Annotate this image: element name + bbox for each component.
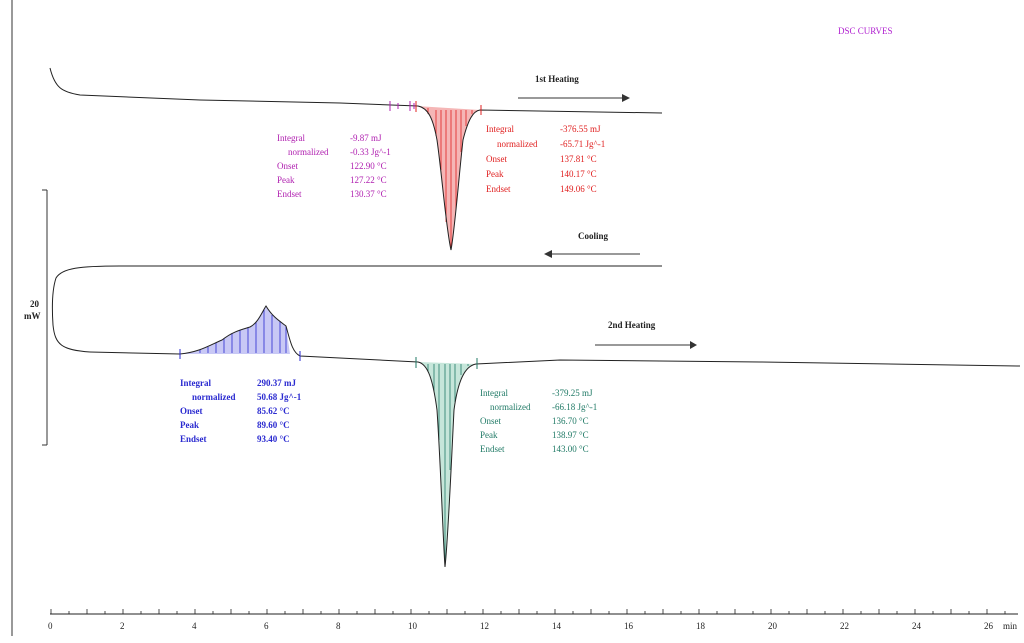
x-tick-label: 8 (336, 621, 341, 631)
cooling-label: Cooling (578, 231, 609, 241)
annotation-heat1-small: Integral -9.87 mJ normalized -0.33 Jg^-1… (277, 133, 391, 199)
ann-label: Endset (486, 184, 511, 194)
annotation-heat1-main: Integral -376.55 mJ normalized -65.71 Jg… (486, 124, 605, 194)
x-tick-label: 14 (552, 621, 562, 631)
heating2-label-group: 2nd Heating (595, 320, 697, 349)
ann-label: Onset (480, 416, 501, 426)
ann-value: 50.68 Jg^-1 (257, 392, 302, 402)
ann-label: Integral (180, 378, 211, 388)
heat1-small-bracket (389, 101, 415, 111)
heating1-curve (49, 67, 663, 251)
heat1-main-bracket (415, 101, 482, 115)
ann-label: normalized (490, 402, 531, 412)
ann-label: Peak (277, 175, 295, 185)
ann-value: 127.22 °C (350, 175, 387, 185)
cryst-bracket (179, 349, 301, 361)
curves (49, 67, 1021, 568)
annotation-crystallization: Integral 290.37 mJ normalized 50.68 Jg^-… (180, 378, 302, 444)
cryst-peak-hatch (199, 309, 287, 353)
ann-value: -0.33 Jg^-1 (350, 147, 391, 157)
ann-label: Onset (486, 154, 507, 164)
heat1-main-peak-hatch (427, 108, 473, 248)
ann-label: Integral (277, 133, 305, 143)
scale-bar-value: 20 (30, 299, 40, 309)
heating1-arrowhead (622, 94, 630, 102)
ann-label: Integral (480, 388, 508, 398)
heating1-label: 1st Heating (535, 74, 579, 84)
ann-label: Peak (480, 430, 498, 440)
x-unit-label: min (1003, 621, 1018, 631)
ann-value: 89.60 °C (257, 420, 290, 430)
ann-value: 85.62 °C (257, 406, 290, 416)
ann-value: 138.97 °C (552, 430, 589, 440)
ann-value: -9.87 mJ (350, 133, 382, 143)
x-tick-label: 18 (696, 621, 706, 631)
x-tick-label: 24 (912, 621, 922, 631)
scale-bar: 20 mW (24, 189, 48, 446)
ann-value: 136.70 °C (552, 416, 589, 426)
x-tick-label: 6 (264, 621, 269, 631)
heating2-arrowhead (690, 341, 697, 349)
ann-value: 137.81 °C (560, 154, 597, 164)
ann-value: 122.90 °C (350, 161, 387, 171)
x-tick-label: 2 (120, 621, 125, 631)
x-tick-label: 26 (984, 621, 994, 631)
ann-label: Endset (480, 444, 505, 454)
heating2-curve (89, 305, 1021, 568)
cooling-curve (51, 265, 662, 353)
x-axis: 0 2 4 6 8 10 12 14 16 18 20 22 24 26 min (48, 609, 1018, 631)
ann-value: 143.00 °C (552, 444, 589, 454)
heat2-peak-fill (418, 362, 476, 567)
scale-bar-unit: mW (24, 311, 41, 321)
ann-value: -379.25 mJ (552, 388, 593, 398)
ann-label: Peak (486, 169, 504, 179)
ann-value: -66.18 Jg^-1 (552, 402, 597, 412)
ann-label: normalized (288, 147, 329, 157)
x-tick-label: 10 (408, 621, 418, 631)
annotation-heat2: Integral -379.25 mJ normalized -66.18 Jg… (480, 388, 597, 454)
integration-markers (179, 101, 482, 369)
x-tick-label: 22 (840, 621, 849, 631)
ann-value: 290.37 mJ (257, 378, 296, 388)
peak-fills (180, 106, 480, 567)
ann-value: 130.37 °C (350, 189, 387, 199)
heating1-label-group: 1st Heating (518, 74, 630, 102)
cryst-peak-fill (180, 306, 290, 354)
ann-value: 93.40 °C (257, 434, 290, 444)
heat2-peak-hatch (427, 364, 469, 563)
x-tick-label: 4 (192, 621, 197, 631)
x-tick-label: 0 (48, 621, 53, 631)
heat1-main-peak-fill (416, 106, 480, 250)
ann-label: Endset (180, 434, 207, 444)
ann-value: -376.55 mJ (560, 124, 601, 134)
x-tick-label: 20 (768, 621, 778, 631)
ann-value: -65.71 Jg^-1 (560, 139, 605, 149)
heat2-bracket (415, 357, 478, 369)
chart-title: DSC CURVES (838, 26, 893, 36)
ann-value: 149.06 °C (560, 184, 597, 194)
x-tick-label: 16 (624, 621, 634, 631)
ann-value: 140.17 °C (560, 169, 597, 179)
cooling-arrowhead (544, 250, 552, 258)
ann-label: Onset (277, 161, 298, 171)
ann-label: Peak (180, 420, 199, 430)
ann-label: normalized (497, 139, 538, 149)
heating2-label: 2nd Heating (608, 320, 656, 330)
x-tick-label: 12 (480, 621, 489, 631)
ann-label: Integral (486, 124, 514, 134)
ann-label: Endset (277, 189, 302, 199)
cooling-label-group: Cooling (544, 231, 640, 258)
ann-label: Onset (180, 406, 203, 416)
ann-label: normalized (192, 392, 236, 402)
